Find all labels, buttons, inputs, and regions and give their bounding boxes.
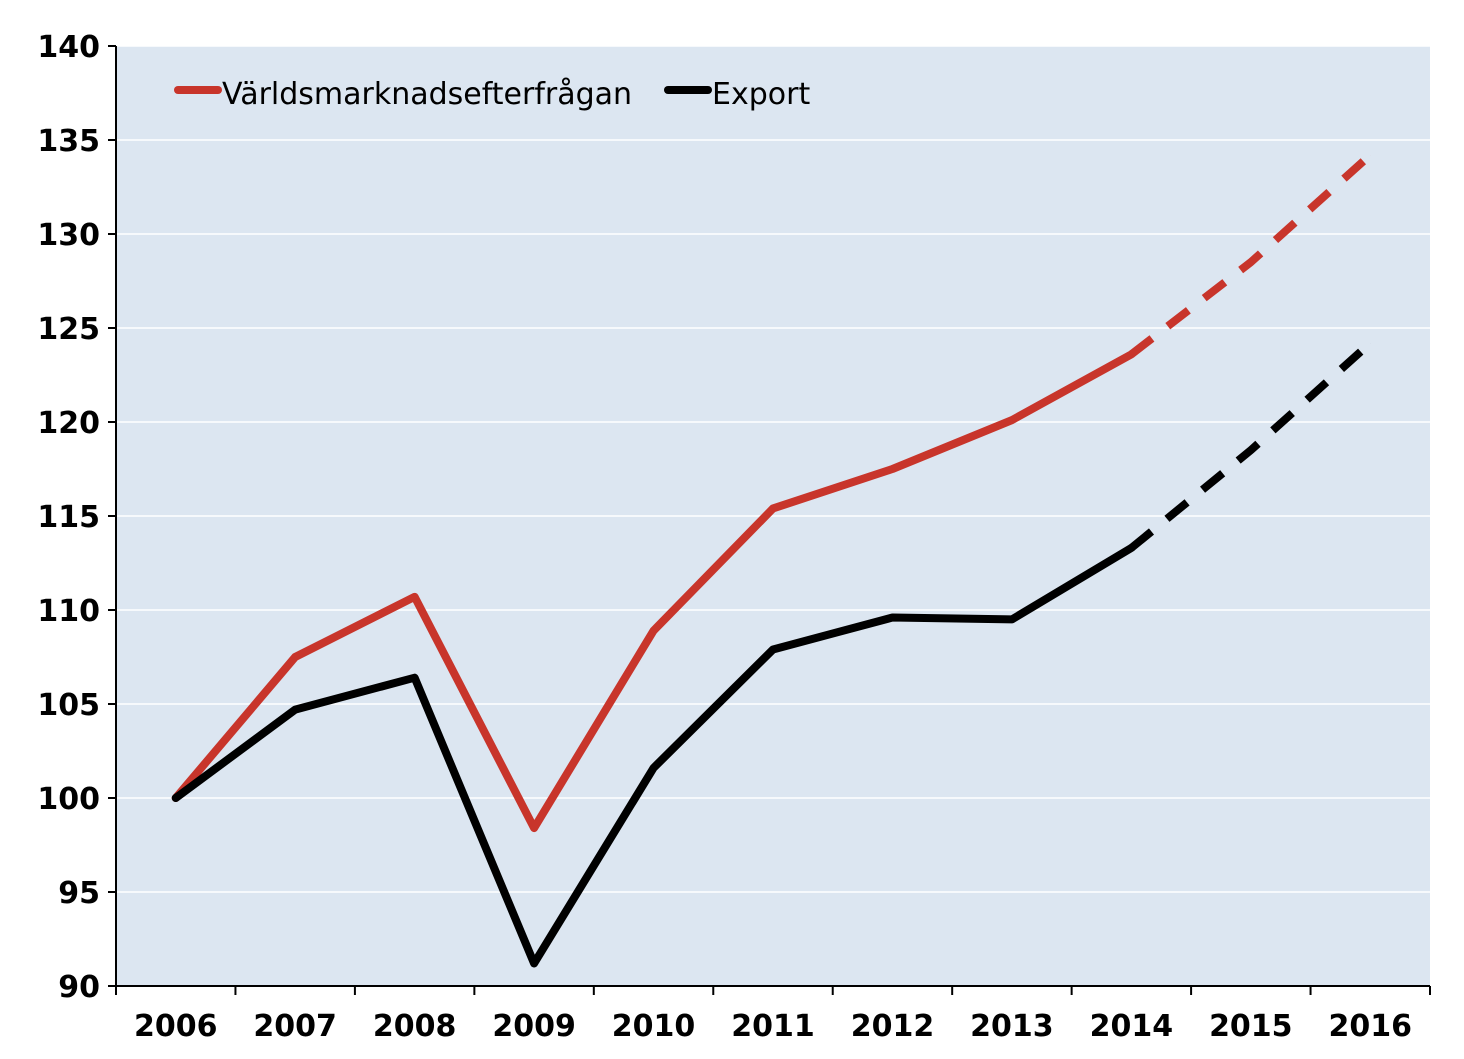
x-tick-label: 2016 bbox=[1329, 1009, 1413, 1044]
axes: 90 95 100 105 110 115 120 125 130 135 140 2006 2007 2… bbox=[37, 30, 1431, 1044]
x-tick-label: 2013 bbox=[970, 1009, 1054, 1044]
legend-label-export: Export bbox=[712, 77, 810, 112]
y-tick-label: 140 bbox=[37, 30, 100, 65]
gridlines bbox=[116, 45, 1430, 893]
x-tick-label: 2011 bbox=[731, 1009, 815, 1044]
legend-label-varldsmarknadsefterfragan: Världsmarknadsefterfrågan bbox=[222, 77, 632, 112]
x-tick-label: 2015 bbox=[1209, 1009, 1293, 1044]
series-lines bbox=[171, 152, 1373, 968]
y-tick-label: 130 bbox=[37, 218, 100, 253]
y-tick-label: 95 bbox=[58, 876, 100, 911]
y-tick-label: 115 bbox=[37, 500, 100, 535]
x-tick-label: 2012 bbox=[851, 1009, 935, 1044]
legend: Världsmarknadsefterfrågan Export bbox=[174, 77, 810, 112]
y-tick-label: 120 bbox=[37, 406, 100, 441]
x-tick-label: 2006 bbox=[134, 1009, 218, 1044]
y-tick-label: 125 bbox=[37, 312, 100, 347]
y-tick-label: 90 bbox=[58, 970, 100, 1005]
y-tick-label: 135 bbox=[37, 124, 100, 159]
x-tick-label: 2009 bbox=[492, 1009, 576, 1044]
x-tick-label: 2010 bbox=[612, 1009, 696, 1044]
x-tick-label: 2008 bbox=[373, 1009, 457, 1044]
x-tick-label: 2007 bbox=[253, 1009, 337, 1044]
x-tick-label: 2014 bbox=[1090, 1009, 1174, 1044]
y-tick-label: 105 bbox=[37, 688, 100, 723]
y-tick-label: 110 bbox=[37, 594, 100, 629]
y-tick-label: 100 bbox=[37, 782, 100, 817]
